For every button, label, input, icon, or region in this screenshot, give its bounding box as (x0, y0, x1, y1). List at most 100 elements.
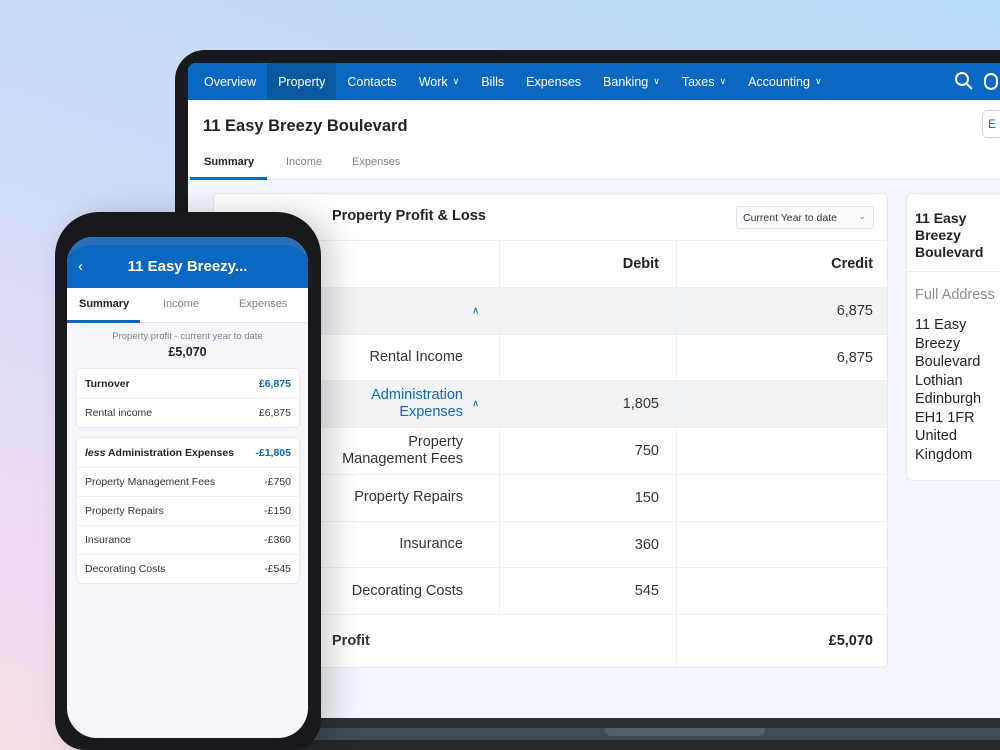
nav-item-accounting[interactable]: Accounting ∨ (737, 63, 832, 100)
row-debit (500, 334, 677, 381)
table-row: Decorating Costs 545 (214, 567, 887, 615)
profit-value: £5,070 (168, 345, 207, 359)
row-label: Insurance (85, 534, 132, 546)
row-label-cell (214, 288, 500, 334)
row-credit (677, 381, 887, 427)
row-label-cell: Administration Expenses (214, 381, 500, 428)
total-label: Profit (214, 615, 677, 667)
phone-screen: 11 Easy Breezy... ‹ Summary Income Expen… (67, 237, 308, 738)
profit-subtitle: Property profit - current year to date (112, 331, 263, 342)
nav-item-banking[interactable]: Banking ∨ (592, 63, 671, 100)
chevron-up-icon[interactable]: ∧ (472, 398, 480, 410)
row-debit (500, 288, 677, 334)
address-line: 11 Easy Breezy Boulevard (915, 317, 981, 370)
row-label: Decorating Costs (351, 582, 463, 599)
nav-item-work[interactable]: Work ∨ (408, 63, 471, 100)
row-value: -£545 (264, 563, 291, 575)
list-item: Property Repairs -£150 (77, 496, 299, 525)
row-label: Property Repairs (85, 505, 164, 517)
group-row[interactable]: 6,875 ∧ (214, 287, 887, 334)
row-label-cell: Insurance (214, 521, 500, 568)
nav-label: Taxes (681, 74, 715, 89)
table-row: Rental Income 6,875 (214, 333, 887, 381)
row-credit: 6,875 (836, 349, 873, 366)
row-value: -£750 (264, 476, 291, 488)
total-row: Profit £5,070 (214, 614, 887, 667)
nav-item-overview[interactable]: Overview (193, 63, 267, 100)
row-credit: 6,875 (836, 303, 873, 319)
active-tab-indicator (190, 177, 267, 180)
row-label: Turnover (85, 377, 130, 390)
profit-loss-card: Property Profit & Loss Current Year to d… (213, 193, 888, 668)
row-debit: 545 (500, 568, 677, 615)
row-label: Decorating Costs (85, 563, 166, 575)
nav-label: Property (278, 74, 326, 89)
row-label: Administration Expenses (107, 446, 234, 459)
row-label-cell: Rental Income (214, 334, 500, 381)
page-title: 11 Easy Breezy Boulevard (203, 117, 408, 135)
row-value: -£150 (264, 505, 291, 517)
nav-label: Contacts (347, 74, 397, 89)
top-nav: Overview Property Contacts Work ∨ Bills Expens… (188, 63, 1000, 100)
help-icon[interactable] (984, 73, 998, 90)
expenses-card: less Administration Expenses -£1,805 Prop… (76, 437, 300, 584)
back-chevron-icon[interactable]: ‹ (78, 258, 83, 275)
tab-expenses[interactable]: Expenses (352, 156, 401, 168)
nav-item-property[interactable]: Property (267, 63, 337, 100)
list-item: Insurance -£360 (77, 525, 299, 554)
row-debit: 1,805 (500, 381, 677, 428)
date-range-value: Current Year to date (743, 212, 837, 224)
group-row[interactable]: Administration Expenses 1,805 ∧ (214, 380, 887, 428)
row-credit (677, 522, 887, 568)
row-label: Rental Income (369, 349, 464, 366)
active-tab-indicator (67, 320, 140, 323)
table-header: Debit Credit (214, 240, 887, 287)
nav-label: Expenses (526, 74, 582, 89)
nav-item-taxes[interactable]: Taxes ∨ (671, 63, 737, 100)
row-credit (677, 475, 887, 521)
address-line: Edinburgh (915, 391, 982, 407)
address-card-title: 11 Easy Breezy Boulevard (907, 194, 1000, 272)
table-row: Insurance 360 (214, 520, 887, 568)
nav-item-bills[interactable]: Bills (470, 63, 515, 100)
chevron-up-icon[interactable]: ∧ (472, 305, 480, 317)
nav-item-expenses[interactable]: Expenses (515, 63, 592, 100)
row-value: £6,875 (258, 377, 291, 390)
row-label: Property Management Fees (85, 476, 216, 488)
row-value: -£1,805 (255, 446, 291, 459)
address-body: Full Address 11 Easy Breezy Boulevard Lo… (907, 272, 1000, 480)
nav-label: Banking (603, 74, 649, 89)
address-line: Lothian (915, 372, 963, 389)
phone-tab-summary[interactable]: Summary (79, 298, 130, 310)
header-debit: Debit (500, 241, 677, 287)
turnover-row: Turnover £6,875 (77, 369, 299, 398)
nav-item-contacts[interactable]: Contacts (336, 63, 407, 100)
header-credit: Credit (831, 256, 873, 272)
list-item: Rental income £6,875 (77, 398, 299, 427)
phone-tab-expenses[interactable]: Expenses (239, 298, 288, 310)
phone-tabs: Summary Income Expenses (67, 288, 308, 323)
list-item: Property Management Fees -£750 (77, 467, 299, 496)
row-credit (677, 428, 887, 474)
table-row: Property Repairs 150 (214, 473, 887, 521)
address-line: EH1 1FR (915, 409, 975, 426)
tab-summary[interactable]: Summary (204, 156, 255, 168)
tab-income[interactable]: Income (286, 156, 323, 168)
row-label: Insurance (399, 536, 463, 552)
laptop-notch (605, 728, 765, 736)
search-icon[interactable] (954, 71, 974, 96)
address-label: Full Address (915, 287, 995, 303)
table-row: Property Management Fees 750 (214, 427, 887, 475)
chevron-down-icon: ∨ (653, 76, 660, 86)
phone-tab-income[interactable]: Income (163, 298, 200, 310)
chevron-down-icon: ∨ (452, 76, 460, 86)
chevron-down-icon: ∨ (719, 76, 727, 86)
header-label (214, 241, 500, 287)
page-header: 11 Easy Breezy Boulevard E Summary Incom… (188, 100, 1000, 180)
row-label-cell: Property Repairs (214, 474, 500, 521)
card-title: Property Profit & Loss (332, 208, 486, 224)
date-range-select[interactable]: Current Year to date ⌄ (736, 206, 874, 229)
edit-button[interactable]: E (982, 110, 1000, 138)
less-prefix: less (85, 446, 106, 459)
expenses-row: less Administration Expenses -£1,805 (77, 438, 299, 467)
